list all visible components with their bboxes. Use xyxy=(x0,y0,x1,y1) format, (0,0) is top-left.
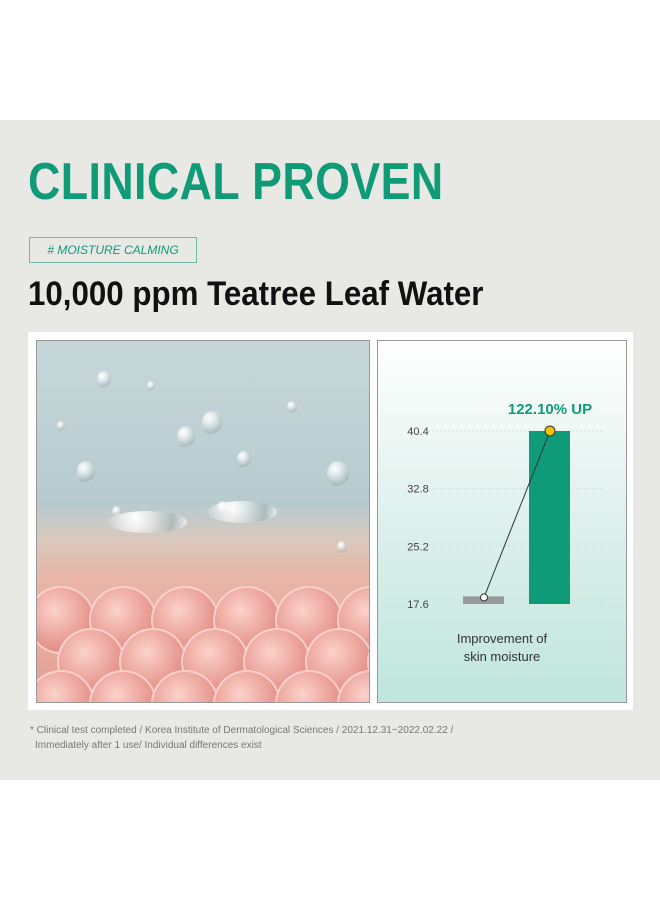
water-droplet xyxy=(287,401,297,413)
water-droplet xyxy=(97,371,111,388)
y-tick-label: 17.6 xyxy=(407,599,428,611)
marker-before xyxy=(480,593,488,602)
water-droplet xyxy=(237,451,251,468)
water-droplet xyxy=(202,411,222,435)
water-droplet xyxy=(107,511,187,533)
water-droplet xyxy=(207,501,277,523)
bar-after xyxy=(529,431,570,604)
water-droplet xyxy=(57,421,65,431)
footnote-line2: Immediately after 1 use/ Individual diff… xyxy=(35,740,262,751)
page-title: CLINICAL PROVEN xyxy=(28,153,444,211)
skin-moisture-illustration xyxy=(36,340,370,703)
x-label-line2: skin moisture xyxy=(464,649,541,664)
chart-svg: 40.4 32.8 25.2 17.6 122.10% UP Improvement o… xyxy=(407,401,603,664)
moisture-chart: 40.4 32.8 25.2 17.6 122.10% UP Improvement o… xyxy=(377,340,627,703)
x-label-line1: Improvement of xyxy=(457,631,548,646)
marker-after xyxy=(544,425,556,437)
water-droplet xyxy=(177,426,195,448)
water-droplet xyxy=(112,506,122,518)
y-tick-label: 32.8 xyxy=(407,484,428,496)
y-tick-label: 25.2 xyxy=(407,541,428,553)
footnote-line1: * Clinical test completed / Korea Instit… xyxy=(30,725,454,736)
water-droplet xyxy=(147,381,155,391)
water-droplet xyxy=(77,461,95,483)
trend-line xyxy=(483,430,551,598)
water-droplet xyxy=(327,461,349,488)
hashtag-badge: # MOISTURE CALMING xyxy=(29,237,197,263)
y-tick-label: 40.4 xyxy=(407,426,428,438)
results-card: 40.4 32.8 25.2 17.6 122.10% UP Improvement o… xyxy=(28,332,633,710)
annotation-label: 122.10% UP xyxy=(508,401,592,418)
footnote: * Clinical test completed / Korea Instit… xyxy=(30,723,453,753)
subtitle: 10,000 ppm Teatree Leaf Water xyxy=(28,275,484,313)
water-droplet xyxy=(337,541,347,553)
